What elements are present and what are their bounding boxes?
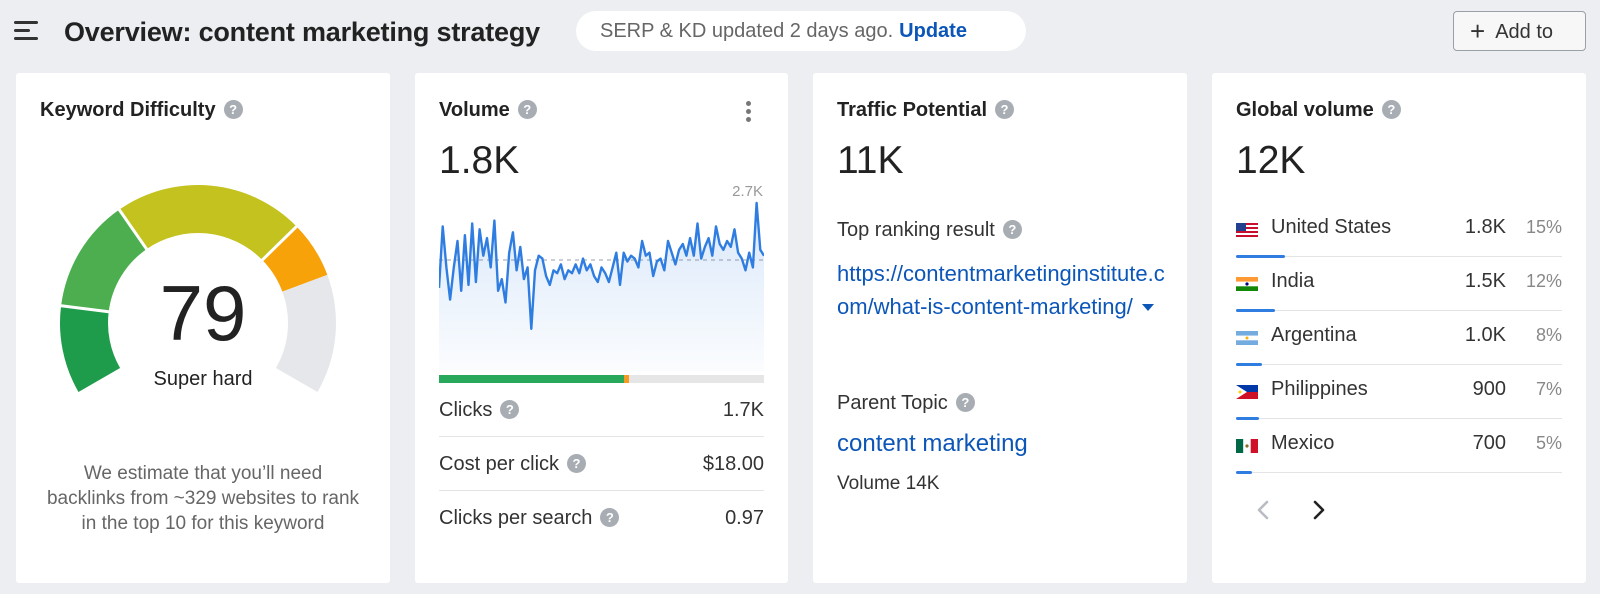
kd-title-text: Keyword Difficulty [40, 99, 216, 121]
organic-clicks-segment [439, 375, 625, 383]
help-icon[interactable]: ? [600, 508, 620, 527]
more-options-icon[interactable] [746, 101, 752, 125]
traffic-potential-card: Traffic Potential? 11K Top ranking resul… [813, 73, 1187, 583]
sparkline-max-label: 2.7K [732, 183, 763, 200]
help-icon[interactable]: ? [995, 100, 1015, 119]
serp-status-text: SERP & KD updated 2 days ago. [600, 20, 894, 42]
help-icon[interactable]: ? [517, 100, 537, 119]
help-icon[interactable]: ? [1002, 220, 1022, 239]
country-name: United States [1271, 216, 1392, 238]
parent-topic-label: Parent Topic? [837, 392, 975, 415]
volume-sparkline [439, 201, 764, 371]
argentina-flag-icon [1236, 331, 1258, 345]
country-share-bar [1236, 363, 1263, 366]
top-ranking-label: Top ranking result? [837, 219, 1022, 242]
philippines-flag-icon [1236, 385, 1258, 399]
serp-status-pill: SERP & KD updated 2 days ago. Update [576, 11, 1026, 51]
country-percent: 7% [1535, 379, 1562, 399]
country-volume: 700 [1472, 432, 1506, 454]
country-volume: 900 [1472, 378, 1506, 400]
us-flag-icon [1236, 223, 1258, 237]
kd-title: Keyword Difficulty? [40, 99, 243, 122]
clicks-row: Clicks? 1.7K [439, 383, 764, 437]
gauge-segments [58, 185, 336, 392]
country-share-bar [1236, 309, 1276, 312]
cost-per-click-row: Cost per click? $18.00 [439, 437, 764, 491]
next-page-icon[interactable] [1312, 499, 1326, 521]
country-share-bar [1236, 417, 1259, 420]
sparkline-series [439, 201, 764, 330]
country-row[interactable]: Philippines 900 7% [1236, 365, 1562, 420]
country-volume: 1.8K [1464, 216, 1506, 238]
global-title: Global volume? [1236, 99, 1401, 122]
help-icon[interactable]: ? [223, 100, 243, 119]
keyword-difficulty-card: Keyword Difficulty? 79 Super hard We est… [16, 73, 390, 583]
parent-topic-volume: Volume 14K [837, 473, 940, 494]
help-icon[interactable]: ? [567, 454, 587, 473]
clicks-per-search-row: Clicks per search? 0.97 [439, 491, 764, 545]
clicks-split-bar [439, 375, 764, 383]
kd-gauge [58, 185, 336, 392]
traffic-value: 11K [837, 139, 904, 182]
country-percent: 5% [1535, 433, 1562, 453]
country-name: India [1271, 270, 1315, 292]
country-percent: 12% [1525, 271, 1562, 291]
metric-label: Clicks? [439, 399, 520, 422]
gauge-separator [259, 223, 300, 263]
kd-value: 79 [159, 269, 247, 357]
add-to-label: Add to [1495, 21, 1554, 43]
kd-label: Super hard [153, 368, 253, 390]
page-title: Overview: content marketing strategy [64, 17, 540, 47]
gauge-segment [275, 274, 336, 392]
volume-card: Volume? 1.8K 2.7K Clicks? 1.7K Cost per … [415, 73, 788, 583]
gauge-segment [59, 305, 121, 392]
country-row[interactable]: India 1.5K 12% [1236, 257, 1562, 312]
gauge-separator [116, 207, 150, 252]
country-share-bar [1236, 255, 1285, 258]
metric-label: Cost per click? [439, 453, 587, 476]
country-name: Philippines [1271, 378, 1368, 400]
country-volume: 1.0K [1464, 324, 1506, 346]
metric-value: $18.00 [702, 453, 764, 475]
paid-clicks-segment [624, 375, 630, 383]
kd-note: We estimate that you’ll need backlinks f… [46, 463, 360, 534]
country-percent: 15% [1525, 217, 1562, 237]
country-volume: 1.5K [1464, 270, 1506, 292]
global-volume-card: Global volume? 12K United States 1.8K 15… [1212, 73, 1586, 583]
parent-topic-link[interactable]: content marketing [837, 430, 1028, 457]
traffic-title: Traffic Potential? [837, 99, 1015, 122]
country-name: Mexico [1271, 432, 1335, 454]
country-share-bar [1236, 471, 1253, 474]
help-icon[interactable]: ? [1381, 100, 1401, 119]
update-link[interactable]: Update [899, 20, 967, 42]
country-row[interactable]: United States 1.8K 15% [1236, 203, 1562, 258]
gauge-segment [61, 209, 147, 312]
metric-value: 1.7K [722, 399, 764, 421]
gauge-segment [262, 226, 328, 292]
india-flag-icon [1236, 277, 1258, 291]
menu-icon[interactable] [14, 21, 40, 41]
help-icon[interactable]: ? [500, 400, 520, 419]
gauge-segment [119, 185, 297, 261]
volume-title: Volume? [439, 99, 537, 122]
top-ranking-url-link[interactable]: https://contentmarketinginstitute.com/wh… [837, 261, 1165, 319]
add-to-button[interactable]: + Add to [1453, 11, 1586, 51]
metric-value: 0.97 [725, 507, 764, 529]
metric-label: Clicks per search? [439, 507, 620, 530]
country-row[interactable]: Argentina 1.0K 8% [1236, 311, 1562, 366]
global-title-text: Global volume [1236, 99, 1374, 121]
volume-title-text: Volume [439, 99, 510, 121]
gauge-separator [58, 303, 111, 314]
caret-down-icon[interactable] [1141, 304, 1154, 311]
mexico-flag-icon [1236, 439, 1258, 453]
help-icon[interactable]: ? [955, 393, 975, 412]
country-name: Argentina [1271, 324, 1357, 346]
volume-value: 1.8K [439, 139, 520, 182]
country-row[interactable]: Mexico 700 5% [1236, 419, 1562, 474]
traffic-title-text: Traffic Potential [837, 99, 988, 121]
country-percent: 8% [1535, 325, 1562, 345]
global-value: 12K [1236, 139, 1306, 182]
previous-page-icon[interactable] [1256, 499, 1270, 521]
plus-icon: + [1470, 16, 1486, 46]
